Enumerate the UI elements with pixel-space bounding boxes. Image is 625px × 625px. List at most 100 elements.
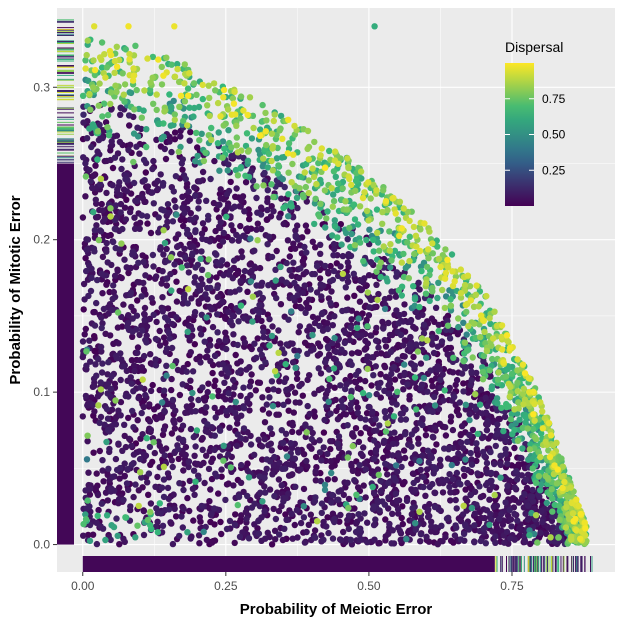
data-point: [222, 496, 229, 504]
data-point: [113, 515, 120, 522]
data-point: [384, 471, 391, 478]
data-point: [388, 540, 395, 547]
data-point: [370, 372, 377, 379]
data-point: [401, 478, 408, 486]
data-point: [406, 217, 413, 225]
data-point: [354, 409, 361, 416]
data-point: [112, 82, 119, 89]
data-point: [114, 532, 121, 539]
data-point: [96, 447, 104, 455]
data-point: [413, 406, 420, 413]
data-point: [339, 270, 347, 277]
data-point: [410, 479, 417, 487]
data-point: [236, 286, 243, 293]
data-point: [170, 121, 177, 129]
data-point: [177, 250, 184, 258]
data-point: [202, 428, 209, 435]
data-point: [467, 363, 475, 370]
data-point: [442, 432, 450, 439]
data-point: [447, 418, 454, 425]
data-point: [437, 456, 444, 463]
data-point: [268, 130, 276, 137]
data-point: [198, 248, 205, 255]
data-point: [202, 291, 209, 298]
data-point: [233, 122, 240, 129]
data-point: [98, 39, 106, 46]
data-point: [271, 527, 279, 534]
data-point: [380, 187, 387, 194]
data-point: [484, 402, 491, 410]
data-point: [150, 100, 157, 108]
data-point: [295, 429, 303, 436]
data-point: [419, 421, 426, 429]
data-point: [223, 345, 230, 353]
data-point: [123, 188, 131, 195]
data-point: [298, 305, 305, 312]
data-point: [564, 494, 571, 501]
data-point: [153, 273, 160, 280]
data-point: [325, 529, 332, 537]
data-point: [511, 406, 518, 413]
data-point: [490, 503, 497, 510]
data-point: [244, 395, 251, 402]
data-point: [104, 390, 111, 397]
data-point: [432, 524, 439, 531]
data-point: [176, 416, 183, 423]
data-point: [225, 308, 232, 316]
data-point: [329, 491, 336, 499]
data-point: [141, 352, 148, 360]
data-point: [332, 396, 339, 404]
data-point: [146, 401, 153, 408]
data-point: [136, 357, 144, 364]
data-point: [142, 391, 149, 399]
data-point: [237, 222, 244, 230]
data-point: [318, 457, 325, 464]
data-point: [216, 453, 224, 460]
data-point: [96, 419, 103, 427]
data-point: [529, 465, 536, 472]
data-point: [216, 167, 223, 174]
data-point: [161, 387, 168, 394]
data-point: [291, 521, 298, 529]
data-point: [556, 516, 563, 523]
data-point: [262, 535, 269, 542]
data-point: [86, 166, 93, 174]
data-point: [208, 475, 216, 483]
data-point: [462, 486, 469, 493]
data-point: [289, 160, 296, 168]
data-point: [486, 315, 493, 322]
data-point: [203, 452, 210, 459]
data-point: [328, 463, 335, 470]
data-point: [93, 222, 100, 229]
data-point: [139, 327, 146, 334]
data-point: [241, 339, 249, 346]
data-point: [259, 498, 266, 505]
data-point: [429, 433, 436, 440]
data-point: [348, 316, 355, 323]
data-point: [111, 216, 119, 224]
data-point: [184, 85, 192, 92]
data-point: [463, 331, 470, 338]
data-point: [398, 292, 405, 299]
data-point: [532, 512, 540, 519]
data-point: [300, 485, 308, 493]
data-point: [156, 342, 164, 349]
data-point: [398, 463, 405, 471]
data-point: [105, 359, 112, 366]
data-point: [256, 301, 263, 309]
data-point: [511, 444, 518, 452]
data-point: [413, 341, 420, 348]
data-point: [492, 539, 499, 546]
data-point: [410, 323, 417, 331]
data-point: [406, 257, 413, 265]
data-point: [160, 179, 167, 187]
data-point: [284, 237, 292, 244]
data-point: [466, 431, 473, 439]
data-point: [296, 323, 304, 330]
data-point: [190, 113, 197, 120]
data-point: [256, 502, 264, 510]
data-point: [212, 470, 219, 477]
data-point: [504, 482, 511, 489]
data-point: [479, 368, 487, 376]
data-point: [382, 343, 390, 350]
